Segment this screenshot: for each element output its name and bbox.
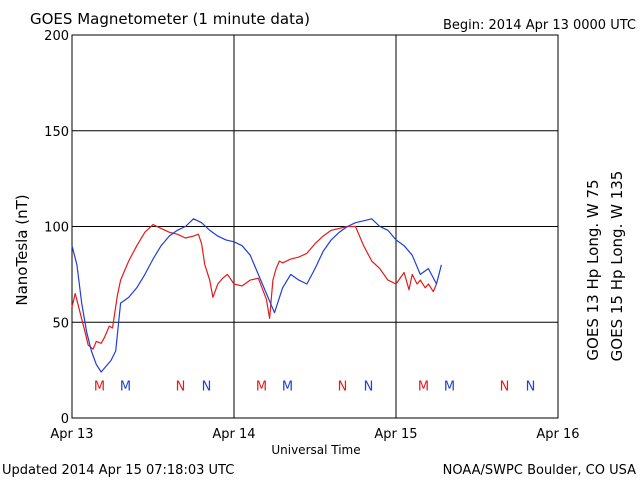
local-time-marker-n: N bbox=[526, 379, 536, 394]
x-tick-label: Apr 13 bbox=[50, 427, 93, 442]
y-axis-label: NanoTesla (nT) bbox=[13, 194, 31, 305]
y-tick-label: 50 bbox=[52, 316, 69, 331]
local-time-marker-n: N bbox=[202, 379, 212, 394]
x-tick-label: Apr 16 bbox=[536, 427, 579, 442]
legend-goes13: GOES 13 Hp Long. W 75 bbox=[584, 179, 602, 360]
series-layer bbox=[71, 218, 442, 373]
series-line-goes15 bbox=[71, 218, 442, 373]
source-credit: NOAA/SWPC Boulder, CO USA bbox=[443, 463, 636, 478]
y-tick-label: 100 bbox=[44, 221, 69, 236]
begin-label: Begin: 2014 Apr 13 0000 UTC bbox=[443, 18, 636, 33]
y-tick-label: 200 bbox=[44, 29, 69, 44]
local-time-marker-m: M bbox=[418, 379, 429, 394]
local-time-marker-m: M bbox=[282, 379, 293, 394]
chart-title: GOES Magnetometer (1 minute data) bbox=[30, 10, 310, 28]
grid-layer bbox=[71, 34, 559, 419]
local-time-marker-m: M bbox=[444, 379, 455, 394]
local-time-marker-n: N bbox=[338, 379, 348, 394]
updated-timestamp: Updated 2014 Apr 15 07:18:03 UTC bbox=[2, 463, 234, 478]
local-time-marker-m: M bbox=[94, 379, 105, 394]
x-tick-label: Apr 15 bbox=[374, 427, 417, 442]
x-tick-label: Apr 14 bbox=[212, 427, 255, 442]
tick-layer: 0 50 100 150 200 Apr 13 Apr 14 Apr 15 Apr 16 bbox=[44, 29, 579, 442]
local-time-marker-n: N bbox=[176, 379, 186, 394]
series-line-goes13 bbox=[71, 224, 438, 350]
y-tick-label: 150 bbox=[44, 125, 69, 140]
local-time-marker-m: M bbox=[120, 379, 131, 394]
local-time-marker-n: N bbox=[364, 379, 374, 394]
legend-goes15: GOES 15 Hp Long. W 135 bbox=[608, 171, 626, 362]
local-time-marker-n: N bbox=[500, 379, 510, 394]
x-axis-label: Universal Time bbox=[271, 443, 360, 457]
local-time-marker-m: M bbox=[256, 379, 267, 394]
y-tick-label: 0 bbox=[61, 412, 69, 427]
